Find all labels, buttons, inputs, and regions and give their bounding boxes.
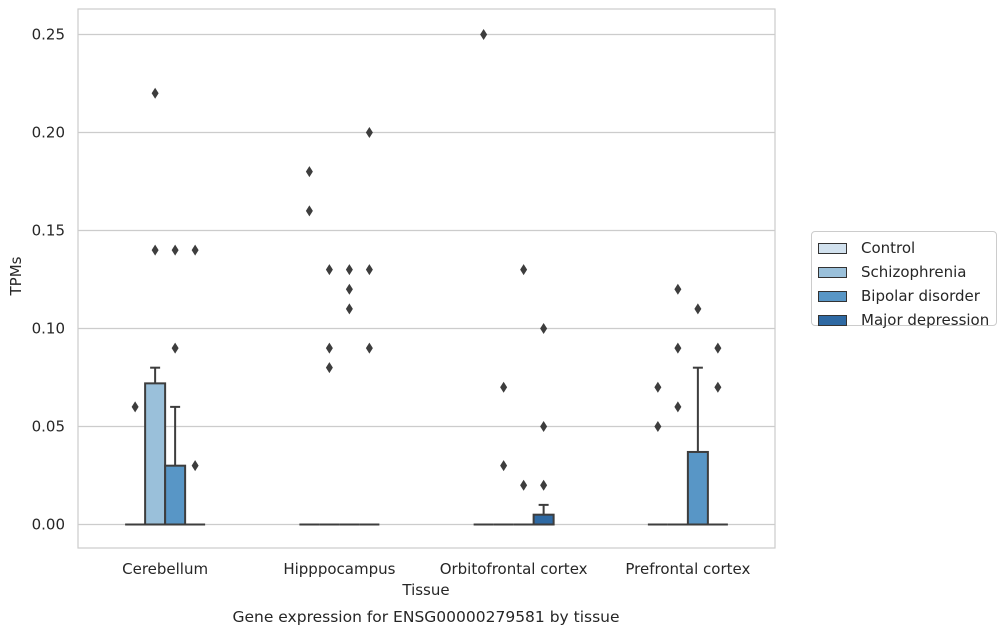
outlier-point <box>345 283 353 295</box>
outlier-point <box>674 283 682 295</box>
outlier-point <box>520 264 528 276</box>
outlier-point <box>500 460 508 472</box>
legend-swatch <box>818 266 847 278</box>
box-bipolar-disorder <box>339 264 360 526</box>
box-schizophrenia <box>319 264 340 526</box>
legend-label: Schizophrenia <box>861 263 967 281</box>
outlier-point <box>171 244 179 256</box>
box-control <box>299 166 320 526</box>
outlier-point <box>171 342 179 354</box>
outlier-point <box>325 362 333 374</box>
outlier-point <box>191 244 199 256</box>
box-bipolar-disorder <box>164 244 187 526</box>
legend-item-major-depression: Major depression <box>818 308 996 332</box>
x-tick-label: Hipppocampus <box>283 560 395 578</box>
y-axis-label: TPMs <box>7 256 25 296</box>
box-bipolar-disorder <box>513 264 534 526</box>
box-control <box>125 401 146 526</box>
x-tick-label: Prefrontal cortex <box>625 560 750 578</box>
y-axis-ticks: 0.00 0.05 0.10 0.15 0.20 0.25 <box>32 25 65 533</box>
outlier-point <box>654 420 662 432</box>
outlier-point <box>500 381 508 393</box>
box-control <box>647 381 668 526</box>
outlier-point <box>345 264 353 276</box>
y-tick-label: 0.15 <box>32 221 65 239</box>
legend-item-schizophrenia: Schizophrenia <box>818 260 996 284</box>
outlier-point <box>540 322 548 334</box>
outlier-point <box>191 460 199 472</box>
outlier-point <box>674 342 682 354</box>
x-axis-label: Tissue <box>401 581 449 599</box>
box-major-depression <box>359 126 380 526</box>
outlier-point <box>540 420 548 432</box>
legend-label: Control <box>861 239 916 257</box>
y-tick-label: 0.20 <box>32 123 65 141</box>
x-axis-ticks: Cerebellum Hipppocampus Orbitofrontal cort… <box>122 560 750 578</box>
box-schizophrenia <box>144 87 167 526</box>
y-tick-label: 0.10 <box>32 319 65 337</box>
legend-label: Bipolar disorder <box>861 287 980 305</box>
outlier-point <box>365 264 373 276</box>
outlier-point <box>714 381 722 393</box>
box-major-depression <box>185 244 206 526</box>
box-schizophrenia <box>667 283 688 526</box>
outlier-point <box>674 401 682 413</box>
grid-lines <box>78 33 775 526</box>
x-tick-label: Orbitofrontal cortex <box>440 560 588 578</box>
legend: Control Schizophrenia Bipolar disorder M… <box>811 231 997 329</box>
y-tick-label: 0.25 <box>32 25 65 43</box>
outlier-point <box>540 479 548 491</box>
box <box>532 513 555 526</box>
box-schizophrenia <box>493 381 514 526</box>
legend-label: Major depression <box>861 311 990 329</box>
outlier-point <box>325 342 333 354</box>
outlier-point <box>480 28 488 40</box>
legend-item-bipolar-disorder: Bipolar disorder <box>818 284 996 308</box>
outlier-point <box>151 244 159 256</box>
outlier-point <box>325 264 333 276</box>
plot-area <box>77 8 776 549</box>
outlier-point <box>714 342 722 354</box>
legend-swatch <box>818 242 847 254</box>
box <box>686 450 709 526</box>
outlier-point <box>365 126 373 138</box>
y-tick-label: 0.05 <box>32 417 65 435</box>
box <box>164 464 187 526</box>
box-major-depression <box>532 322 555 526</box>
outlier-point <box>654 381 662 393</box>
outlier-point <box>305 166 313 178</box>
chart-title: Gene expression for ENSG00000279581 by t… <box>232 608 619 626</box>
box-major-depression <box>707 342 728 526</box>
outlier-point <box>365 342 373 354</box>
boxes <box>125 28 728 526</box>
y-tick-label: 0.00 <box>32 515 65 533</box>
outlier-point <box>694 303 702 315</box>
box-bipolar-disorder <box>686 303 709 526</box>
legend-swatch <box>818 290 847 302</box>
x-tick-label: Cerebellum <box>122 560 208 578</box>
legend-swatch <box>818 314 847 326</box>
outlier-point <box>305 205 313 217</box>
box-control <box>473 28 494 526</box>
outlier-point <box>345 303 353 315</box>
legend-item-control: Control <box>818 236 996 260</box>
outlier-point <box>520 479 528 491</box>
outlier-point <box>151 87 159 99</box>
box <box>144 382 167 526</box>
outlier-point <box>131 401 139 413</box>
